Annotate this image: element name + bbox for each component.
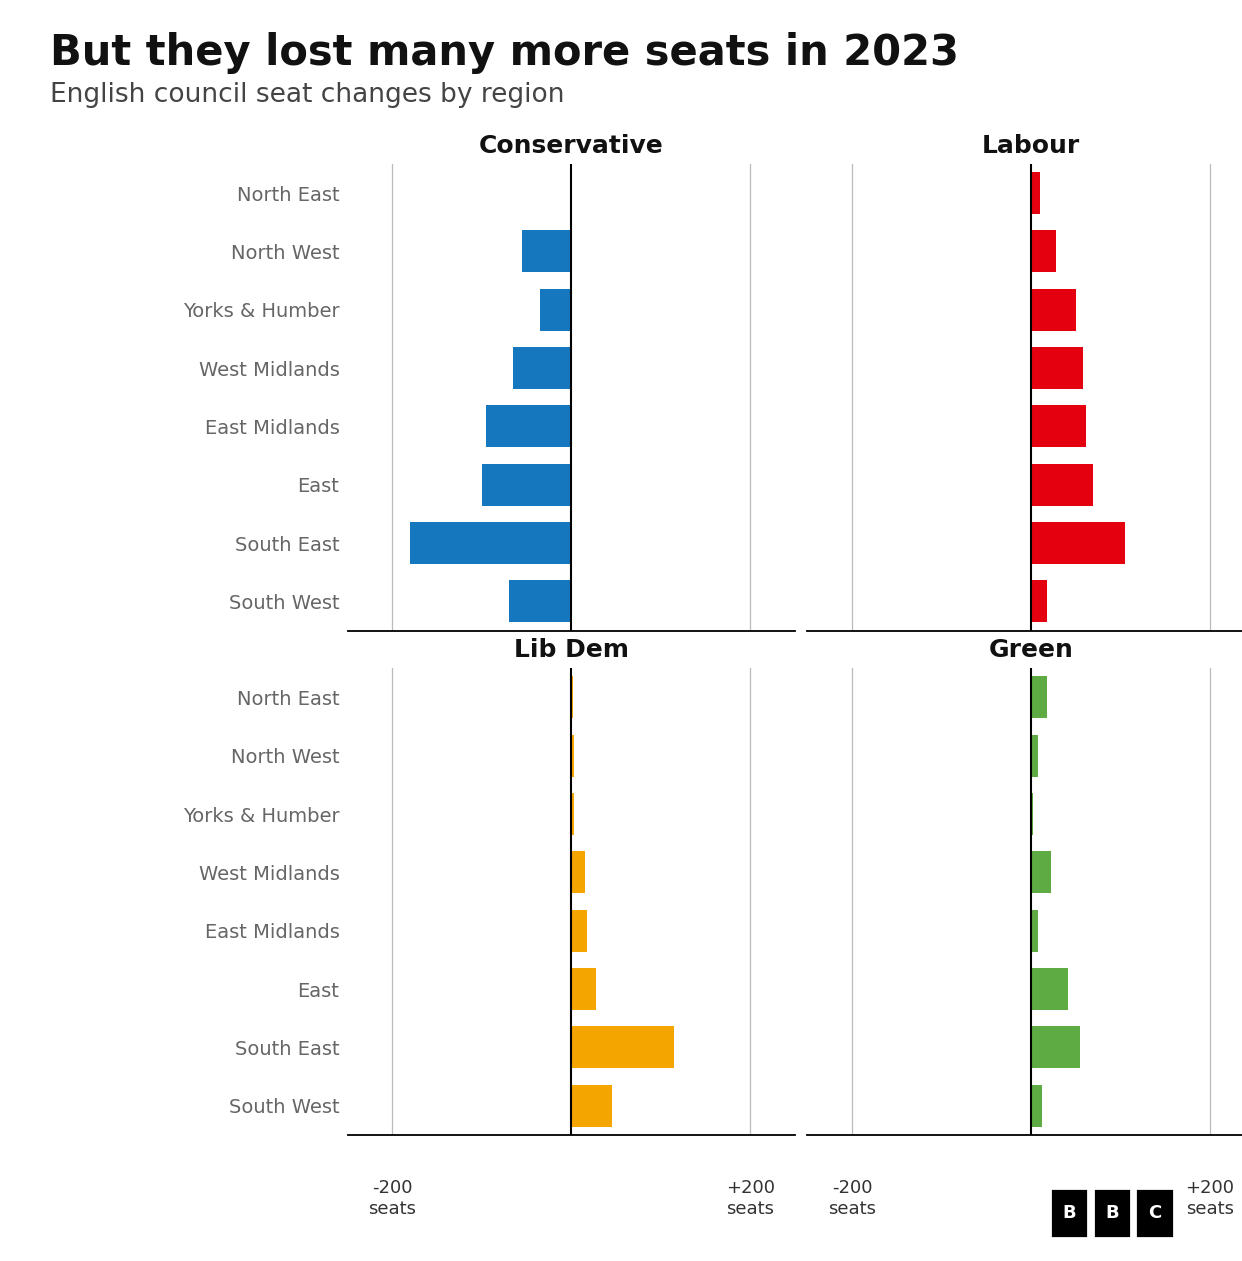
Bar bbox=[1031, 289, 1076, 330]
Bar bbox=[1031, 968, 1068, 1010]
Bar bbox=[571, 1084, 611, 1127]
Bar bbox=[1031, 522, 1125, 564]
Bar bbox=[509, 580, 571, 623]
Title: Labour: Labour bbox=[981, 134, 1081, 158]
Bar bbox=[1031, 909, 1038, 952]
Bar bbox=[571, 793, 574, 835]
Text: -200
seats: -200 seats bbox=[828, 1179, 876, 1218]
Bar bbox=[487, 405, 571, 448]
Text: +200
seats: +200 seats bbox=[1185, 1179, 1235, 1218]
Bar bbox=[1031, 171, 1040, 214]
Bar bbox=[1031, 1084, 1042, 1127]
Bar bbox=[1031, 735, 1038, 777]
Bar bbox=[1031, 405, 1087, 448]
Title: Green: Green bbox=[989, 638, 1073, 662]
Bar bbox=[1031, 347, 1083, 390]
Text: +200
seats: +200 seats bbox=[725, 1179, 775, 1218]
Bar bbox=[1031, 851, 1051, 894]
Title: Conservative: Conservative bbox=[479, 134, 663, 158]
Bar bbox=[1031, 231, 1056, 272]
Text: B: B bbox=[1062, 1204, 1076, 1222]
Bar bbox=[482, 464, 571, 506]
Bar bbox=[513, 347, 571, 390]
Bar bbox=[571, 735, 574, 777]
Text: -200
seats: -200 seats bbox=[369, 1179, 416, 1218]
Bar bbox=[1031, 464, 1093, 506]
FancyBboxPatch shape bbox=[1049, 1188, 1088, 1238]
Bar bbox=[540, 289, 571, 330]
Text: C: C bbox=[1148, 1204, 1161, 1222]
Bar bbox=[571, 909, 587, 952]
Bar bbox=[1031, 1026, 1081, 1068]
Bar bbox=[1031, 676, 1047, 719]
Bar bbox=[571, 1026, 674, 1068]
Bar bbox=[410, 522, 571, 564]
FancyBboxPatch shape bbox=[1093, 1188, 1131, 1238]
Bar bbox=[571, 968, 596, 1010]
Text: But they lost many more seats in 2023: But they lost many more seats in 2023 bbox=[50, 32, 959, 73]
Bar bbox=[522, 231, 571, 272]
FancyBboxPatch shape bbox=[1135, 1188, 1174, 1238]
Bar bbox=[1031, 793, 1032, 835]
Title: Lib Dem: Lib Dem bbox=[514, 638, 628, 662]
Text: B: B bbox=[1105, 1204, 1119, 1222]
Text: English council seat changes by region: English council seat changes by region bbox=[50, 82, 564, 108]
Bar bbox=[571, 676, 573, 719]
Bar bbox=[1031, 580, 1047, 623]
Bar bbox=[571, 851, 585, 894]
